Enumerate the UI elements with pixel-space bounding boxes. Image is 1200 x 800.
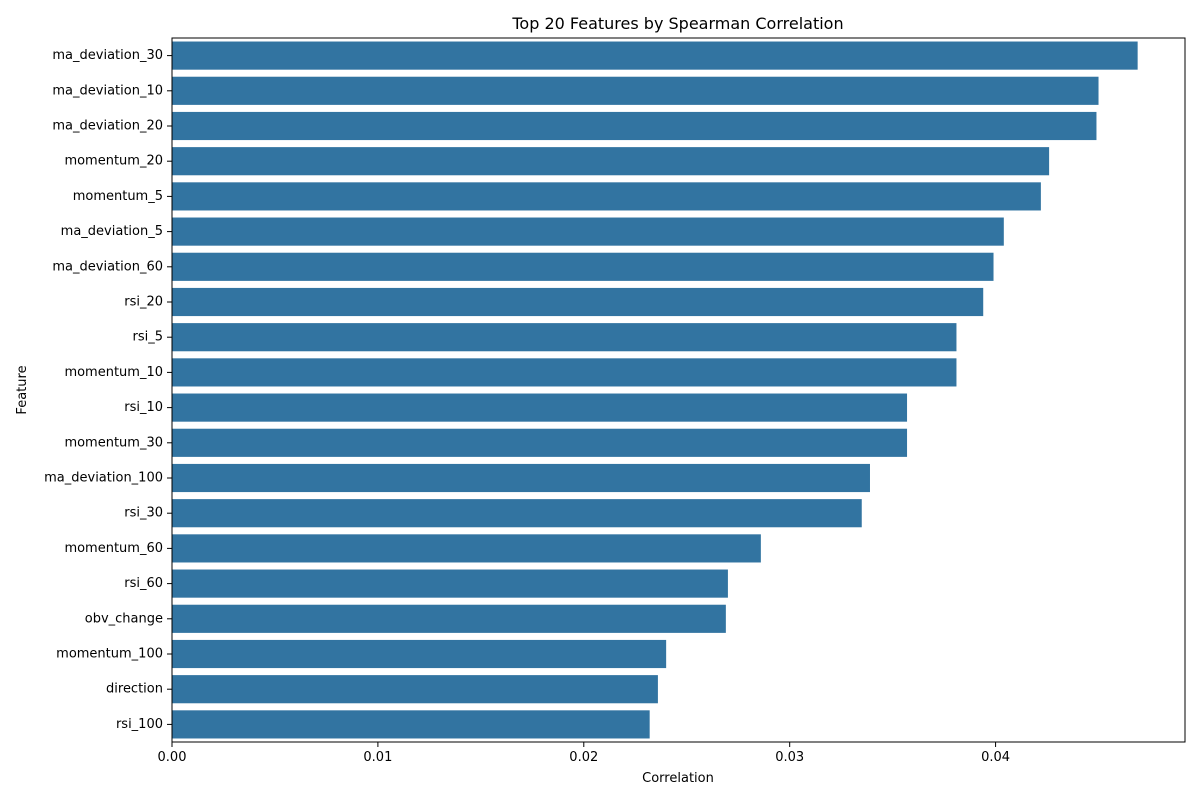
x-axis-ticks: 0.00 0.01 0.02 0.03 0.04 xyxy=(158,742,1010,765)
bar-rsi_5 xyxy=(172,323,957,352)
bar-momentum_60 xyxy=(172,534,761,563)
plot-frame xyxy=(171,37,1186,743)
bar-ma_deviation_20 xyxy=(172,111,1097,141)
bar-ma_deviation_60 xyxy=(172,252,994,281)
bar-rsi_100 xyxy=(172,710,650,739)
bar-rsi_60 xyxy=(172,569,728,598)
y-tick-label: rsi_20 xyxy=(124,295,163,310)
bar-rsi_30 xyxy=(172,499,862,528)
x-tick-label: 0.02 xyxy=(569,750,598,765)
y-tick-label: momentum_5 xyxy=(73,189,163,204)
y-axis-label: Feature xyxy=(15,365,30,414)
bar-ma_deviation_10 xyxy=(172,76,1099,105)
y-tick-label: rsi_100 xyxy=(116,717,163,732)
y-tick-label: momentum_60 xyxy=(64,541,163,556)
x-tick-label: 0.04 xyxy=(981,750,1010,765)
bar-momentum_10 xyxy=(172,358,957,387)
bar-ma_deviation_30 xyxy=(172,41,1138,70)
y-tick-label: ma_deviation_60 xyxy=(52,259,163,274)
y-tick-label: momentum_100 xyxy=(56,647,163,662)
y-tick-label: rsi_5 xyxy=(132,330,163,345)
chart-title: Top 20 Features by Spearman Correlation xyxy=(511,14,843,33)
bar-momentum_20 xyxy=(172,147,1050,176)
bar-rsi_20 xyxy=(172,287,984,317)
x-tick-label: 0.00 xyxy=(158,750,187,765)
y-tick-label: direction xyxy=(106,682,163,697)
y-tick-label: rsi_30 xyxy=(124,506,163,521)
bar-obv_change xyxy=(172,604,726,633)
x-tick-label: 0.01 xyxy=(363,750,392,765)
bar-momentum_30 xyxy=(172,428,908,457)
y-tick-label: obv_change xyxy=(85,611,163,626)
y-axis-ticks: ma_deviation_30 ma_deviation_10 ma_deviati… xyxy=(44,48,172,732)
x-axis-label: Correlation xyxy=(642,771,714,786)
y-tick-label: ma_deviation_20 xyxy=(52,119,163,134)
bar-momentum_100 xyxy=(172,639,667,669)
y-tick-label: ma_deviation_10 xyxy=(52,83,163,98)
bar-rsi_10 xyxy=(172,393,908,422)
y-tick-label: momentum_20 xyxy=(64,154,163,169)
y-tick-label: ma_deviation_100 xyxy=(44,471,163,486)
y-tick-label: ma_deviation_5 xyxy=(61,224,163,239)
y-tick-label: momentum_10 xyxy=(64,365,163,380)
y-tick-label: momentum_30 xyxy=(64,435,163,450)
bar-direction xyxy=(172,675,658,704)
y-tick-label: rsi_60 xyxy=(124,576,163,591)
bar-momentum_5 xyxy=(172,182,1041,211)
bar-ma_deviation_5 xyxy=(172,217,1004,246)
bar-ma_deviation_100 xyxy=(172,463,870,493)
y-tick-label: ma_deviation_30 xyxy=(52,48,163,63)
bars-group xyxy=(172,41,1138,739)
y-tick-label: rsi_10 xyxy=(124,400,163,415)
x-tick-label: 0.03 xyxy=(775,750,804,765)
